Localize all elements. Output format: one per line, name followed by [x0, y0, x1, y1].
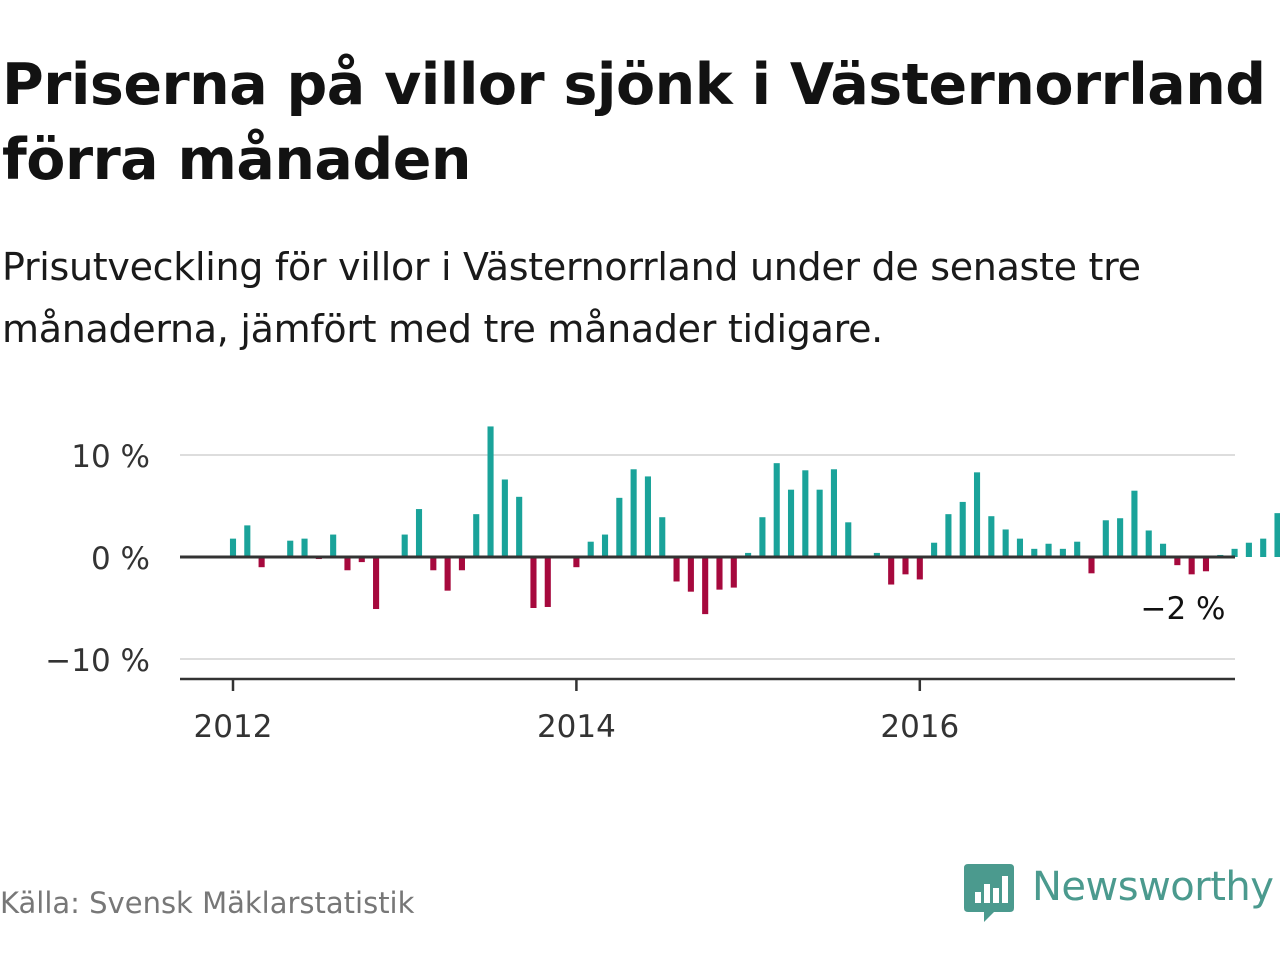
x-tick-label: 2012	[194, 709, 273, 745]
bar	[401, 534, 408, 557]
x-tick-label: 2016	[880, 709, 959, 745]
chart-title: Priserna på villor sjönk i Västernorrlan…	[2, 52, 1266, 193]
bar	[1117, 518, 1124, 557]
y-tick-label: −10 %	[45, 643, 150, 679]
bar-chart: 10 %0 %−10 % 201220142016201920212023 −2…	[45, 426, 1280, 745]
y-axis-ticks: 10 % 0 % −10 %	[45, 439, 150, 679]
bar	[229, 538, 237, 557]
bar	[1059, 548, 1066, 557]
bar	[916, 557, 923, 580]
bar	[1145, 530, 1152, 557]
bar	[673, 557, 680, 582]
bar	[501, 479, 508, 557]
bar	[1188, 557, 1195, 575]
bar	[530, 557, 537, 608]
bar	[1088, 557, 1095, 574]
bar	[816, 489, 823, 557]
bar	[415, 509, 423, 557]
bar	[945, 514, 952, 557]
y-tick-label: 0 %	[91, 541, 150, 577]
bar	[687, 557, 694, 592]
bar	[358, 557, 365, 563]
bar	[444, 557, 451, 591]
bar	[659, 517, 666, 557]
bar	[1159, 543, 1167, 557]
bar	[1002, 529, 1009, 557]
bar	[845, 522, 852, 557]
bar	[601, 534, 609, 557]
bar	[301, 538, 308, 557]
bar	[730, 557, 737, 588]
bar	[745, 552, 752, 557]
x-axis-ticks: 201220142016201920212023	[194, 679, 959, 745]
logo-text: Newsworthy	[1032, 864, 1274, 910]
bar	[330, 534, 337, 557]
bar	[988, 516, 995, 557]
bar	[344, 557, 351, 571]
bar	[544, 557, 551, 607]
bar	[1131, 490, 1138, 557]
bar	[873, 552, 880, 557]
bar	[473, 514, 480, 557]
bar	[258, 557, 265, 568]
bar	[1202, 557, 1210, 572]
axes	[180, 555, 1235, 681]
gridlines	[180, 454, 1235, 660]
bar	[430, 557, 437, 571]
bar	[244, 525, 251, 557]
newsworthy-logo: Newsworthy	[964, 862, 1274, 926]
bar	[487, 426, 494, 557]
bar	[1074, 541, 1081, 557]
bar-chart-bubble-icon	[964, 864, 1014, 922]
bar	[959, 501, 966, 557]
chart-subtitle: Prisutveckling för villor i Västernorrla…	[2, 245, 1141, 351]
bar	[973, 472, 981, 557]
bar	[1274, 513, 1280, 557]
bar	[716, 557, 723, 590]
bar	[802, 470, 809, 557]
bar	[373, 557, 380, 610]
bar	[773, 463, 780, 557]
bar	[830, 469, 837, 557]
y-tick-label: 10 %	[71, 439, 150, 475]
bar	[287, 540, 294, 557]
bars	[229, 426, 1280, 615]
bar	[573, 557, 580, 568]
bar	[702, 557, 709, 615]
bar	[1260, 538, 1267, 557]
bar	[931, 542, 938, 557]
x-tick-label: 2014	[537, 709, 616, 745]
bar	[616, 497, 623, 557]
bar	[787, 489, 795, 557]
bar	[1231, 548, 1238, 557]
bar	[458, 557, 465, 571]
bar	[1102, 520, 1109, 557]
bar	[902, 557, 909, 575]
bar	[1016, 538, 1024, 557]
bar	[1174, 557, 1181, 566]
bar	[630, 469, 637, 557]
bar	[644, 476, 651, 557]
bar	[516, 496, 523, 557]
last-value-annotation: −2 %	[1140, 591, 1225, 627]
bar	[888, 557, 895, 585]
bar	[1031, 548, 1038, 557]
bar	[1245, 542, 1252, 557]
bar	[587, 541, 594, 557]
bar	[1045, 543, 1052, 557]
bar	[759, 517, 766, 557]
source-note: Källa: Svensk Mäklarstatistik	[0, 886, 415, 920]
